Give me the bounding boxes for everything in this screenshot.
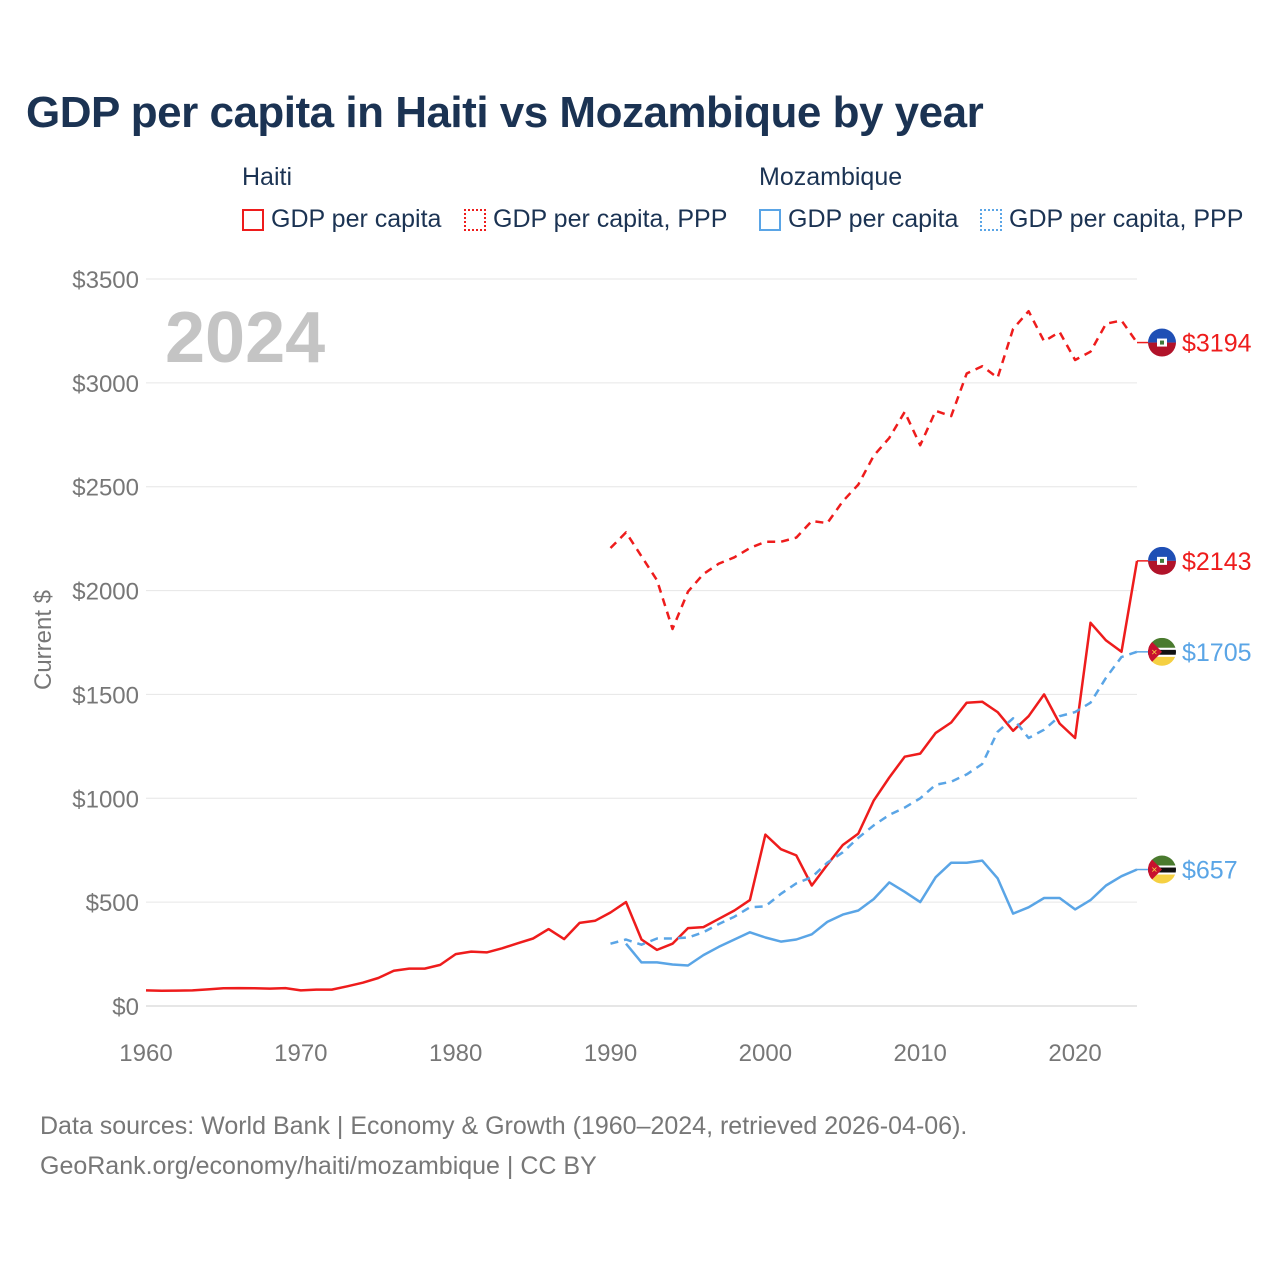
haiti-flag-icon <box>1148 546 1176 575</box>
legend-item-mozambique-gdp-ppp[interactable]: GDP per capita, PPP <box>980 205 1243 234</box>
legend-label: GDP per capita <box>788 205 959 233</box>
chart-title: GDP per capita in Haiti vs Mozambique by… <box>26 88 984 137</box>
sources-line-1: Data sources: World Bank | Economy & Gro… <box>40 1112 968 1140</box>
y-tick-label: $500 <box>86 890 139 917</box>
y-tick-label: $3000 <box>72 371 139 398</box>
x-tick-label: 1990 <box>584 1040 637 1067</box>
haiti-flag-icon <box>1148 328 1176 357</box>
y-tick-label: $1000 <box>72 786 139 813</box>
legend-label: GDP per capita <box>271 205 442 233</box>
x-tick-label: 2010 <box>894 1040 947 1067</box>
year-label: 2024 <box>165 298 325 378</box>
x-tick-label: 2020 <box>1048 1040 1101 1067</box>
x-tick-label: 2000 <box>739 1040 792 1067</box>
x-tick-label: 1980 <box>429 1040 482 1067</box>
end-value-label: $657 <box>1182 857 1238 885</box>
sources-line-2[interactable]: GeoRank.org/economy/haiti/mozambique | C… <box>40 1152 597 1180</box>
y-tick-label: $2000 <box>72 579 139 606</box>
legend-swatch-dotted-red <box>464 208 486 231</box>
gridlines <box>146 278 1137 1007</box>
legend-group-haiti: Haiti <box>242 163 293 191</box>
y-tick-label: $3500 <box>72 267 139 294</box>
legend-label: GDP per capita, PPP <box>493 205 728 233</box>
mozambique-flag-icon: ✕ <box>1148 637 1176 666</box>
end-value-label: $2143 <box>1182 548 1252 576</box>
legend-item-haiti-gdp-ppp[interactable]: GDP per capita, PPP <box>464 205 727 234</box>
y-axis-ticks: $0 $500 $1000 $1500 $2000 $2500 $3000 $3500 <box>72 267 139 1021</box>
series-line-1[interactable] <box>609 309 1139 631</box>
end-labels: $2143 $3194 ✕ $657 ✕ $1705 <box>1137 328 1252 885</box>
svg-text:✕: ✕ <box>1151 866 1158 875</box>
legend-swatch-solid-red <box>242 208 264 231</box>
series-line-3[interactable] <box>610 650 1138 946</box>
legend-item-haiti-gdp[interactable]: GDP per capita <box>242 205 441 234</box>
legend-item-mozambique-gdp[interactable]: GDP per capita <box>759 205 958 234</box>
series-line-2[interactable] <box>625 859 1138 967</box>
x-tick-label: 1960 <box>119 1040 172 1067</box>
end-value-label: $1705 <box>1182 639 1252 667</box>
series-line-0[interactable] <box>145 560 1139 993</box>
y-axis-label: Current $ <box>30 590 57 690</box>
svg-text:✕: ✕ <box>1151 648 1158 657</box>
legend-swatch-dotted-blue <box>980 208 1002 231</box>
y-tick-label: $0 <box>112 994 139 1021</box>
legend-swatch-solid-blue <box>759 208 781 231</box>
x-axis-ticks: 1960 1970 1980 1990 2000 2010 2020 <box>119 1040 1101 1067</box>
x-tick-label: 1970 <box>274 1040 327 1067</box>
data-sources: Data sources: World Bank | Economy & Gro… <box>40 1106 967 1186</box>
y-tick-label: $1500 <box>72 682 139 709</box>
y-tick-label: $2500 <box>72 475 139 502</box>
legend-group-mozambique: Mozambique <box>759 163 903 191</box>
series-lines <box>145 309 1139 993</box>
end-value-label: $3194 <box>1182 330 1252 358</box>
legend-label: GDP per capita, PPP <box>1009 205 1244 233</box>
mozambique-flag-icon: ✕ <box>1148 855 1176 884</box>
